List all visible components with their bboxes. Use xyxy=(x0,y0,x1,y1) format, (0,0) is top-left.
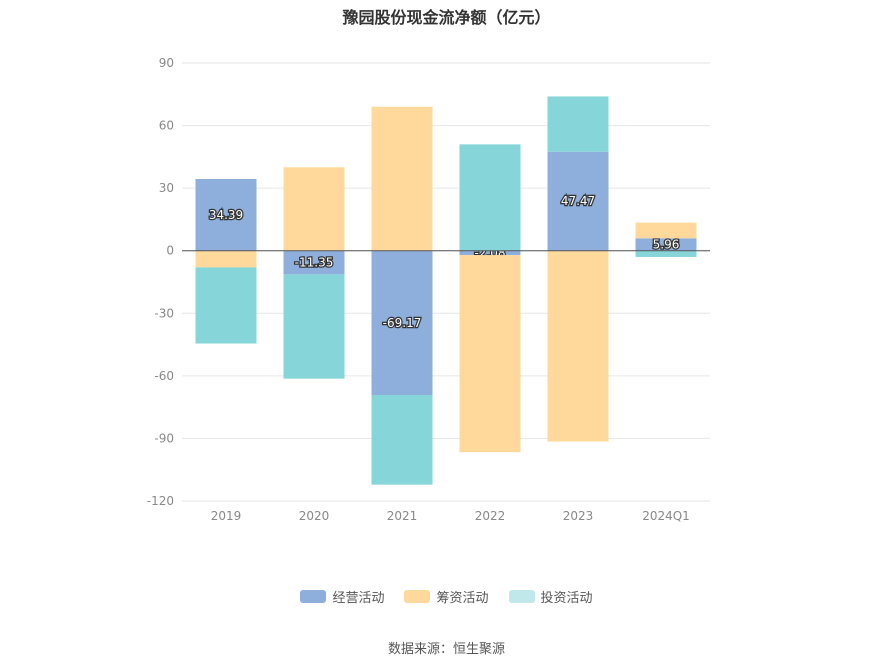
x-tick-label: 2020 xyxy=(299,509,330,523)
y-tick-label: -90 xyxy=(154,431,174,445)
legend-item-operating[interactable]: 经营活动 xyxy=(300,587,384,606)
bar-operating xyxy=(547,151,609,251)
y-tick-label: -120 xyxy=(147,494,174,508)
bar-investing xyxy=(547,96,609,152)
legend-label-investing: 投资活动 xyxy=(540,591,593,606)
bar-chart: 90 60 30 0 -30 -60 -90 -120 34.39 2019 -11.35 2020 -… xyxy=(147,56,710,523)
y-tick-label: -30 xyxy=(154,306,174,320)
data-label: -69.17 xyxy=(383,316,422,330)
bar-operating xyxy=(635,238,697,251)
x-tick-label: 2019 xyxy=(211,509,242,523)
bar-operating xyxy=(283,250,345,275)
data-label: 34.39 xyxy=(209,208,243,222)
bar-financing xyxy=(195,250,257,268)
legend-swatch-financing xyxy=(404,590,431,603)
legend: 经营活动 筹资活动 投资活动 xyxy=(0,587,893,606)
bar-investing xyxy=(459,144,521,251)
bar-financing xyxy=(635,222,697,239)
data-source: 数据来源：恒生聚源 xyxy=(387,642,505,657)
y-tick-label: 30 xyxy=(159,181,174,195)
bar-investing xyxy=(635,250,697,257)
chart-title: 豫园股份现金流净额（亿元） xyxy=(342,8,551,27)
x-tick-label: 2021 xyxy=(387,509,418,523)
x-tick-label: 2024Q1 xyxy=(642,509,690,523)
bar-operating xyxy=(371,250,433,395)
y-tick-label: 0 xyxy=(166,244,174,258)
bar-operating xyxy=(195,178,257,251)
legend-item-investing[interactable]: 投资活动 xyxy=(508,587,593,606)
bar-investing xyxy=(371,394,433,485)
data-label: 5.96 xyxy=(653,237,680,251)
bar-financing xyxy=(547,250,609,442)
legend-swatch-investing xyxy=(508,590,535,603)
bar-investing xyxy=(283,274,345,379)
legend-swatch-operating xyxy=(300,590,327,603)
data-label: 47.47 xyxy=(561,194,595,208)
legend-item-financing[interactable]: 筹资活动 xyxy=(404,587,489,606)
bar-investing xyxy=(195,267,257,344)
y-tick-label: 90 xyxy=(159,56,174,70)
legend-label-operating: 经营活动 xyxy=(332,591,385,606)
x-tick-label: 2022 xyxy=(475,509,506,523)
bar-financing xyxy=(283,167,345,251)
data-label: -11.35 xyxy=(295,256,334,270)
x-tick-label: 2023 xyxy=(563,509,594,523)
bar-operating xyxy=(459,250,521,256)
bar-financing xyxy=(371,106,433,251)
legend-label-financing: 筹资活动 xyxy=(436,591,489,606)
bar-financing xyxy=(459,255,521,453)
y-tick-label: 60 xyxy=(159,119,174,133)
y-tick-label: -60 xyxy=(154,369,174,383)
